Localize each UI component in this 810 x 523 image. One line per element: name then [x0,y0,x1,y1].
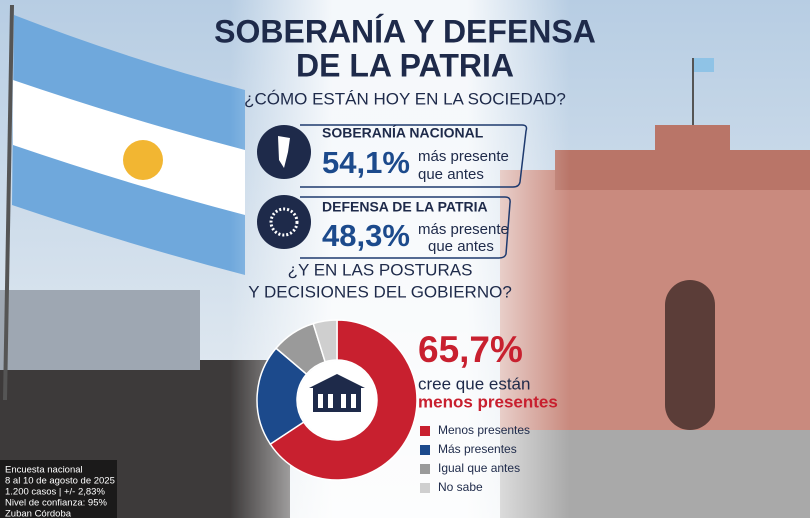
highlight-text: cree que están [418,374,530,393]
legend-label: Más presentes [438,442,517,456]
legend-label: Menos presentes [438,423,530,437]
footer-text: 8 al 10 de agosto de 2025 [5,476,115,487]
indicator-text: más presente [418,221,509,238]
flag [3,4,245,401]
donut-segment [312,319,338,363]
indicator-text: que antes [418,166,484,183]
donut-segment [269,319,418,481]
donut-chart [256,319,418,481]
legend-label: No sabe [438,480,483,494]
indicator-text: que antes [428,238,494,255]
highlight-value: 65,7% [418,329,523,370]
footer-box [0,460,117,518]
indicator-value: 54,1% [322,145,410,180]
legend-swatch [420,445,430,455]
legend-swatch [420,483,430,493]
indicator-label: DEFENSA DE LA PATRIA [322,199,488,215]
indicator-text: más presente [418,148,509,165]
footer-text: Zuban Córdoba [5,509,72,518]
title: DE LA PATRIA [296,47,514,83]
indicator-label: SOBERANÍA NACIONAL [322,125,484,141]
highlight-text: menos presentes [418,392,558,411]
indicator-value: 48,3% [322,218,410,253]
subtitle: ¿CÓMO ESTÁN HOY EN LA SOCIEDAD? [244,89,566,108]
question: ¿Y EN LAS POSTURAS [288,260,473,279]
indicator: DEFENSA DE LA PATRIA 48,3% más presente … [257,195,511,259]
title: SOBERANÍA Y DEFENSA [214,13,596,49]
legend-swatch [420,464,430,474]
center-icon [309,374,365,412]
footer-text: Encuesta nacional [5,465,83,476]
footer-text: 1.200 casos | +/- 2,83% [5,487,105,498]
question: Y DECISIONES DEL GOBIERNO? [248,282,512,301]
footer-text: Nivel de confianza: 95% [5,498,107,509]
legend-label: Igual que antes [438,461,520,475]
indicator: SOBERANÍA NACIONAL 54,1% más presente qu… [257,124,528,188]
legend-swatch [420,426,430,436]
